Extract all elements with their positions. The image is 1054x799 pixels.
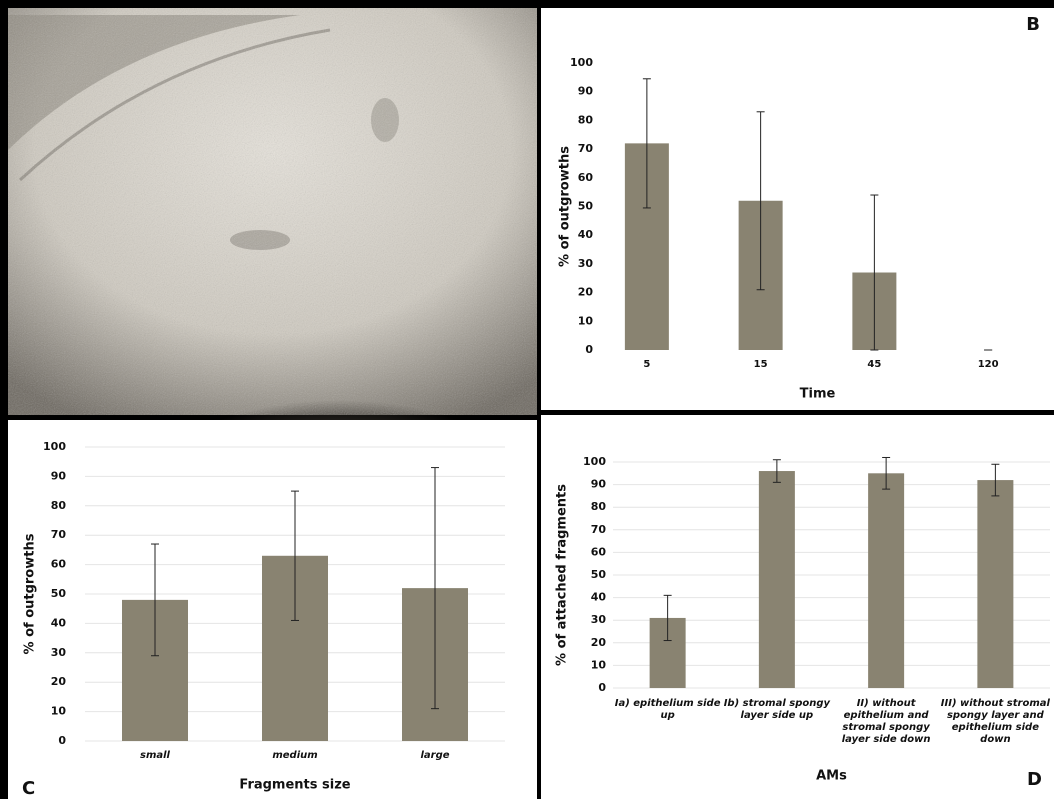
y-tick-label: 100 xyxy=(570,56,593,69)
panel-label: D xyxy=(1027,769,1042,790)
x-tick-label-box: III) without stromal spongy layer and ep… xyxy=(941,698,1050,758)
y-tick-label: 100 xyxy=(583,455,606,468)
figure: 010203040506070809010051545120Time% of o… xyxy=(0,0,1054,799)
y-tick-label: 40 xyxy=(591,591,607,604)
x-tick-label: Ib) stromal spongy layer side up xyxy=(722,698,831,722)
x-tick-label-box: 120 xyxy=(931,359,1045,383)
x-tick-label: 5 xyxy=(590,359,704,371)
x-tick-label: small xyxy=(85,750,225,762)
y-axis-title: % of outgrowths xyxy=(23,533,38,654)
x-tick-label-box: Ib) stromal spongy layer side up xyxy=(722,698,831,758)
y-tick-label: 50 xyxy=(591,568,607,581)
y-tick-label: 0 xyxy=(598,681,606,694)
y-tick-label: 70 xyxy=(51,528,67,541)
y-tick-label: 70 xyxy=(591,523,607,536)
bar xyxy=(868,473,904,688)
x-tick-label-box: 45 xyxy=(818,359,932,383)
x-tick-label: 15 xyxy=(704,359,818,371)
x-tick-label-box: II) without epithelium and stromal spong… xyxy=(832,698,941,758)
bar xyxy=(759,471,795,688)
y-tick-label: 40 xyxy=(578,228,594,241)
y-tick-label: 100 xyxy=(43,440,66,453)
y-tick-label: 70 xyxy=(578,142,594,155)
y-tick-label: 80 xyxy=(51,499,67,512)
x-axis-title: AMs xyxy=(816,769,847,784)
x-axis-title: Time xyxy=(800,387,836,402)
y-tick-label: 50 xyxy=(578,200,594,213)
y-tick-label: 30 xyxy=(51,646,67,659)
x-tick-label: medium xyxy=(225,750,365,762)
y-tick-label: 60 xyxy=(51,558,67,571)
x-tick-label: large xyxy=(365,750,505,762)
y-tick-label: 60 xyxy=(591,545,607,558)
y-tick-label: 90 xyxy=(51,469,67,482)
x-tick-label-box: 15 xyxy=(704,359,818,383)
y-tick-label: 80 xyxy=(591,500,607,513)
x-tick-label-box: Ia) epithelium side up xyxy=(613,698,722,758)
y-tick-label: 90 xyxy=(591,478,607,491)
panel-label: B xyxy=(1026,14,1040,35)
y-tick-label: 20 xyxy=(578,286,594,299)
photo xyxy=(8,8,537,490)
panel-label: C xyxy=(22,778,35,799)
x-tick-label: 120 xyxy=(931,359,1045,371)
panel-b xyxy=(541,8,1054,410)
x-axis-title: Fragments size xyxy=(239,778,350,793)
y-axis-title: % of outgrowths xyxy=(558,146,573,267)
y-tick-label: 80 xyxy=(578,113,594,126)
x-tick-label: Ia) epithelium side up xyxy=(613,698,722,722)
x-tick-label-box: 5 xyxy=(590,359,704,383)
y-tick-label: 20 xyxy=(51,675,67,688)
x-tick-label-box: large xyxy=(365,750,505,768)
y-tick-label: 10 xyxy=(591,658,607,671)
y-tick-label: 20 xyxy=(591,636,607,649)
y-tick-label: 30 xyxy=(591,613,607,626)
x-tick-label-box: medium xyxy=(225,750,365,768)
y-tick-label: 40 xyxy=(51,616,67,629)
bar xyxy=(977,480,1013,688)
y-tick-label: 10 xyxy=(578,314,594,327)
x-tick-label: III) without stromal spongy layer and ep… xyxy=(941,698,1050,746)
x-tick-label-box: small xyxy=(85,750,225,768)
y-tick-label: 0 xyxy=(58,734,66,747)
y-tick-label: 50 xyxy=(51,587,67,600)
y-tick-label: 30 xyxy=(578,257,594,270)
y-tick-label: 10 xyxy=(51,705,67,718)
x-tick-label: 45 xyxy=(818,359,932,371)
y-axis-title: % of attached fragments xyxy=(555,484,570,666)
page: {"chart_data": [ {"type": "bar", "panel_… xyxy=(0,0,1054,799)
y-tick-label: 0 xyxy=(585,343,593,356)
y-tick-label: 90 xyxy=(578,85,594,98)
y-tick-label: 60 xyxy=(578,171,594,184)
x-tick-label: II) without epithelium and stromal spong… xyxy=(832,698,941,746)
